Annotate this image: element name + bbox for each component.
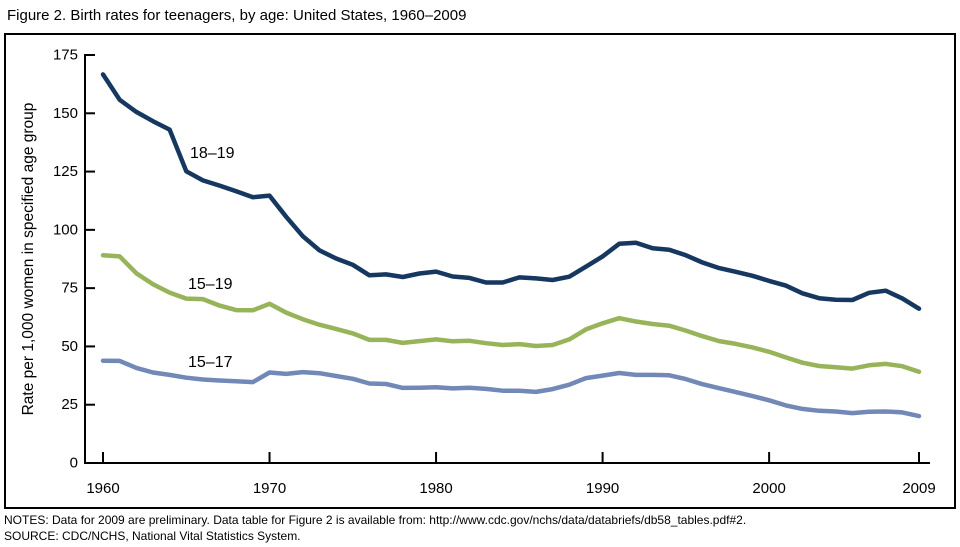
x-tick-label: 2009 bbox=[902, 480, 935, 497]
series-label-15-19: 15–19 bbox=[188, 276, 233, 293]
series-line-18-19 bbox=[100, 72, 922, 311]
x-tick-label: 1970 bbox=[253, 480, 286, 497]
x-tick-label: 1960 bbox=[86, 480, 119, 497]
y-axis-title: Rate per 1,000 women in specified age gr… bbox=[20, 103, 37, 416]
figure-title: Figure 2. Birth rates for teenagers, by … bbox=[7, 7, 467, 24]
x-tick-label: 2000 bbox=[752, 480, 785, 497]
series-label-18-19: 18–19 bbox=[190, 145, 235, 162]
series-line-15-17 bbox=[100, 358, 922, 419]
series-label-15-17: 15–17 bbox=[188, 354, 233, 371]
series-line-15-19 bbox=[100, 253, 922, 375]
x-tick-label: 1980 bbox=[419, 480, 452, 497]
x-tick-label: 1990 bbox=[586, 480, 619, 497]
y-tick-label: 100 bbox=[53, 221, 78, 238]
y-tick-label: 0 bbox=[70, 455, 78, 472]
plot-frame bbox=[4, 33, 956, 509]
y-tick-label: 150 bbox=[53, 105, 78, 122]
figure-notes: NOTES: Data for 2009 are preliminary. Da… bbox=[4, 513, 746, 544]
y-tick-label: 25 bbox=[61, 396, 78, 413]
notes-line: NOTES: Data for 2009 are preliminary. Da… bbox=[4, 513, 747, 527]
source-line: SOURCE: CDC/NCHS, National Vital Statist… bbox=[4, 528, 301, 543]
y-tick-label: 125 bbox=[53, 163, 78, 180]
y-tick-label: 50 bbox=[61, 338, 78, 355]
y-tick-label: 75 bbox=[61, 280, 78, 297]
y-tick-label: 175 bbox=[53, 47, 78, 64]
